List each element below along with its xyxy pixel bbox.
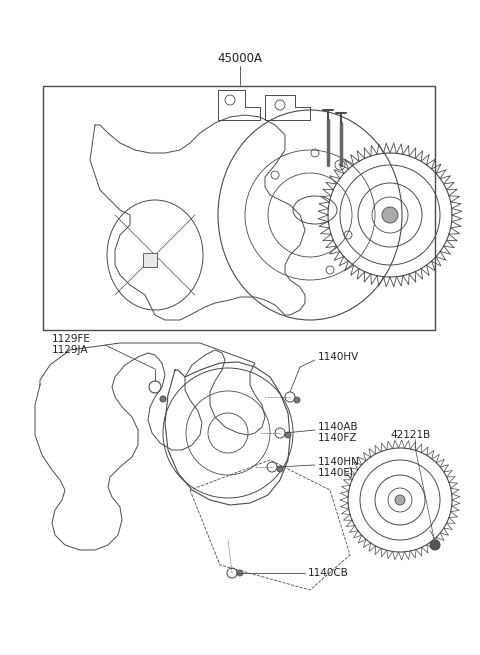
Text: 45000A: 45000A — [217, 52, 263, 65]
Circle shape — [395, 495, 405, 505]
Circle shape — [277, 466, 283, 472]
Text: 42121B: 42121B — [390, 430, 430, 440]
Text: 1140CB: 1140CB — [308, 568, 349, 578]
Bar — [43, 86, 435, 330]
Circle shape — [237, 570, 243, 576]
Text: 1140EJ: 1140EJ — [318, 468, 354, 478]
Circle shape — [382, 207, 398, 223]
Circle shape — [430, 540, 440, 550]
Text: 1140FZ: 1140FZ — [318, 433, 358, 443]
Text: 1140HN: 1140HN — [318, 457, 360, 467]
Text: 1140HV: 1140HV — [318, 352, 359, 362]
Bar — [143, 253, 157, 267]
Circle shape — [294, 397, 300, 403]
Text: 1129JA: 1129JA — [52, 345, 88, 355]
Circle shape — [285, 432, 291, 438]
Text: 1129FE: 1129FE — [52, 334, 91, 344]
Circle shape — [160, 396, 166, 402]
Text: 1140AB: 1140AB — [318, 422, 359, 432]
